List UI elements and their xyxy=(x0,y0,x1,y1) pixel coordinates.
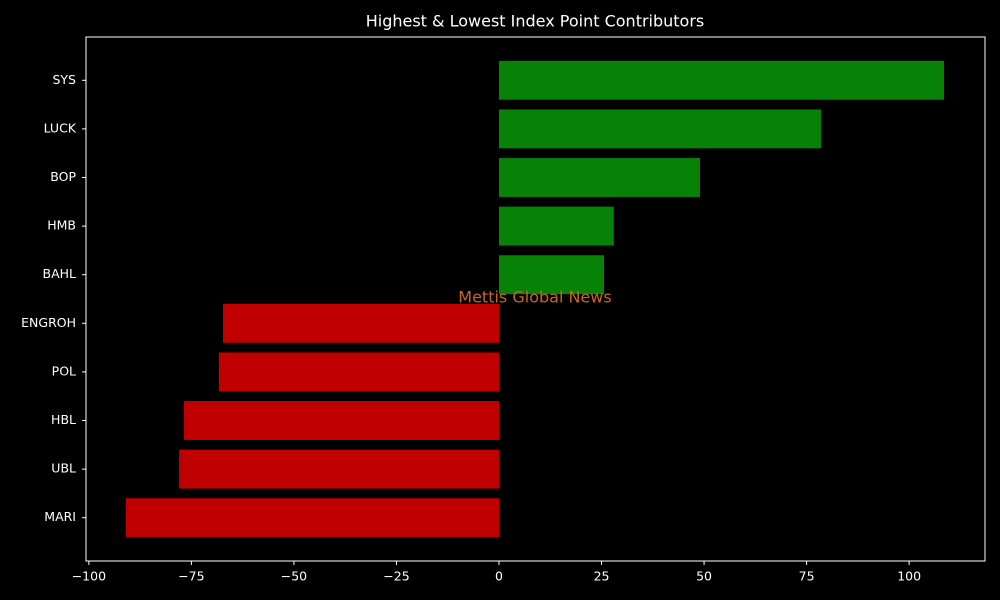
y-tick-label: HMB xyxy=(47,218,76,233)
bar xyxy=(498,109,821,149)
bar xyxy=(498,60,944,100)
bar xyxy=(179,449,499,489)
y-tick-label: HBL xyxy=(51,412,76,427)
x-tick-label: 75 xyxy=(799,569,815,584)
bar xyxy=(184,401,499,440)
watermark: Mettis Global News xyxy=(458,288,611,307)
y-tick-label: LUCK xyxy=(44,120,77,135)
x-tick-label: −50 xyxy=(281,569,307,584)
bar xyxy=(222,303,499,343)
bar xyxy=(498,158,700,197)
x-tick-label: 100 xyxy=(897,569,921,584)
bar xyxy=(498,255,604,295)
chart-title: Highest & Lowest Index Point Contributor… xyxy=(366,12,705,31)
plot-frame xyxy=(85,36,986,562)
x-tick-label: −100 xyxy=(72,569,106,584)
y-tick-label: UBL xyxy=(51,461,76,476)
y-tick-label: BAHL xyxy=(43,266,77,281)
y-tick-label: SYS xyxy=(52,72,76,87)
bar xyxy=(125,498,499,538)
x-tick-label: −75 xyxy=(178,569,204,584)
x-tick-label: 0 xyxy=(495,569,503,584)
bar xyxy=(498,206,614,246)
x-tick-label: 50 xyxy=(696,569,712,584)
bar xyxy=(218,352,499,392)
x-tick-label: −25 xyxy=(383,569,409,584)
x-tick-label: 25 xyxy=(594,569,610,584)
y-tick-label: POL xyxy=(52,363,76,378)
y-tick-label: MARI xyxy=(44,509,76,524)
y-tick-label: ENGROH xyxy=(21,315,76,330)
y-tick-label: BOP xyxy=(50,169,76,184)
